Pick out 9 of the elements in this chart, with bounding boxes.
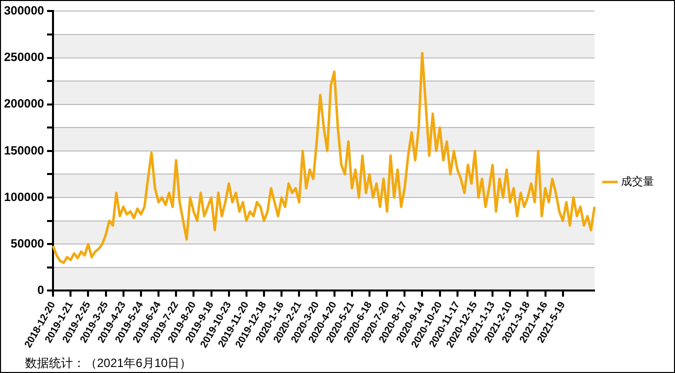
y-tick-label: 150000 [4, 143, 44, 158]
y-tick-label: 300000 [4, 4, 44, 18]
y-tick-label: 100000 [4, 190, 44, 204]
y-tick-label: 250000 [4, 50, 44, 64]
text: 数据统计：（2021年6月10日） [25, 356, 192, 370]
y-tick-label: 50000 [10, 236, 44, 250]
legend-label: 成交量 [621, 175, 654, 188]
y-tick-label: 200000 [4, 96, 44, 111]
y-tick-label: 0 [37, 283, 44, 298]
